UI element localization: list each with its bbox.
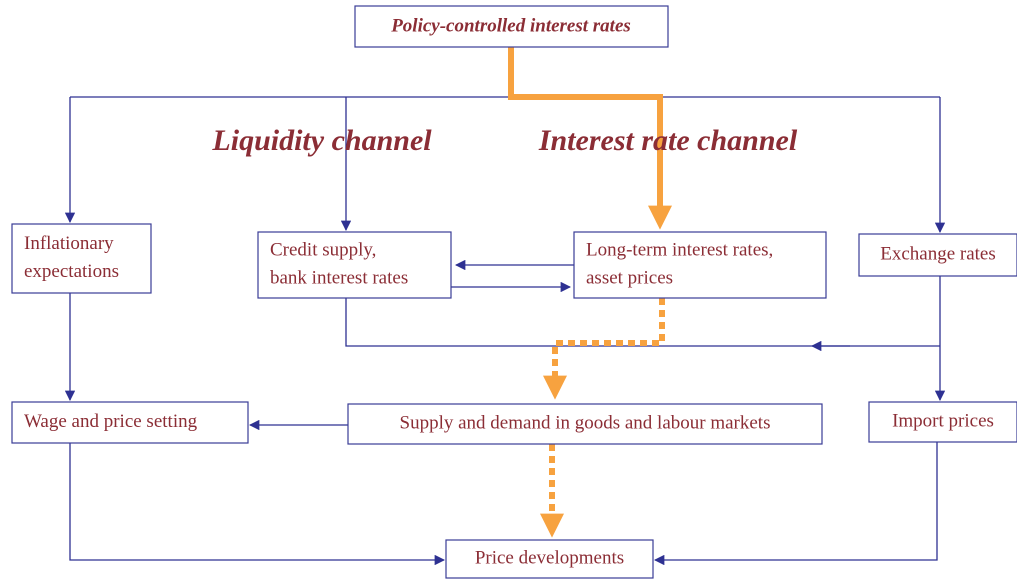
node-label: Price developments	[475, 547, 624, 568]
node-box	[868, 401, 1017, 443]
node-label: Exchange rates	[880, 243, 996, 264]
node-label: Long-term interest rates,	[586, 239, 773, 260]
node-box	[858, 233, 1017, 277]
connectors	[64, 47, 946, 566]
node-box	[11, 223, 152, 294]
nodes: Inflationary expectations Credit supply, ba…	[11, 223, 1017, 579]
channel-label: Liquidity channel	[211, 124, 432, 157]
node-label: Import prices	[892, 410, 994, 431]
node-box	[347, 403, 823, 445]
node-box	[573, 231, 827, 299]
node-label: bank interest rates	[270, 267, 408, 288]
node-box	[257, 231, 452, 299]
node-label: Inflationary	[24, 233, 114, 254]
node-box	[445, 539, 654, 579]
node-label: asset prices	[586, 267, 673, 288]
node-label: expectations	[24, 261, 119, 282]
title: Policy-controlled interest rates	[390, 15, 631, 36]
node-box	[11, 401, 249, 444]
node-label: Supply and demand in goods and labour ma…	[400, 412, 771, 433]
channel-label: Interest rate channel	[538, 124, 798, 157]
node-label: Credit supply,	[270, 239, 376, 260]
node-label: Wage and price setting	[24, 411, 198, 432]
title-box	[354, 5, 669, 48]
